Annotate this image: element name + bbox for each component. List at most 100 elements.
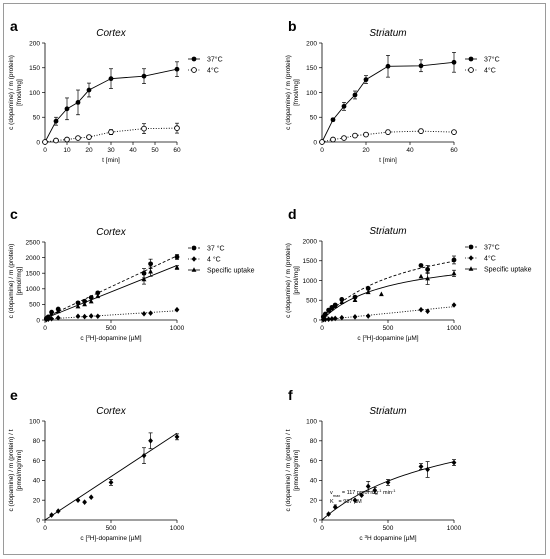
x-tick-label: 60 [450, 147, 458, 154]
panel-letter: e [10, 387, 18, 403]
data-point [365, 286, 371, 291]
data-point [418, 263, 424, 268]
data-point [53, 137, 59, 144]
data-point [332, 303, 338, 308]
data-point [341, 103, 347, 109]
legend-label: 37°C [207, 55, 223, 63]
data-point [329, 305, 335, 311]
y-tick-label: 100 [306, 418, 317, 425]
x-axis-label-part: H]-dopamine [µM] [367, 335, 419, 342]
data-point [418, 273, 424, 279]
x-tick-label: 0 [43, 147, 47, 154]
data-point [88, 494, 94, 501]
data-point [352, 297, 358, 303]
x-tick-label: 500 [383, 525, 394, 532]
data-point [352, 132, 358, 139]
data-point [55, 308, 61, 314]
data-point [174, 306, 180, 313]
data-point [49, 315, 54, 322]
y-axis-label-unit: [pmol/mg] [293, 266, 300, 295]
legend-marker [191, 56, 197, 62]
y-tick-label: 60 [310, 458, 318, 465]
data-point [49, 310, 54, 316]
data-point [141, 73, 147, 79]
legend-marker [191, 245, 197, 251]
data-point [341, 135, 347, 141]
x-tick-label: 500 [106, 525, 117, 532]
series-line [321, 260, 455, 321]
kinetics-annotation-part: min [382, 490, 392, 496]
data-point [418, 63, 424, 69]
y-tick-label: 50 [33, 115, 41, 122]
panel-letter: a [10, 18, 18, 34]
x-axis-label: c [3H]-dopamine [µM] [80, 534, 141, 543]
kinetics-annotation-part: v [330, 490, 333, 496]
series-f-0 [321, 459, 457, 521]
y-tick-label: 150 [306, 65, 317, 72]
x-tick-label: 20 [362, 147, 370, 154]
data-point [64, 136, 70, 143]
legend-label: Specific uptake [484, 266, 532, 273]
y-tick-label: 0 [313, 317, 317, 324]
y-tick-label: 80 [33, 438, 41, 445]
panel-b: b Striatum 0 50 100 150 200 0 20 40 60 t [min] c (do… [285, 18, 500, 164]
y-tick-label: 100 [29, 418, 40, 425]
data-point [86, 87, 92, 93]
x-tick-label: 1000 [170, 525, 185, 532]
series-line [44, 255, 178, 319]
legend-label: 37°C [484, 55, 500, 63]
x-tick-label: 0 [320, 325, 324, 332]
y-tick-label: 200 [29, 40, 40, 47]
data-point [339, 299, 345, 305]
data-point [365, 313, 371, 319]
x-axis-label: t [min] [102, 157, 120, 164]
y-tick-label: 1500 [26, 271, 41, 278]
data-point [330, 136, 336, 143]
data-point [451, 270, 457, 276]
x-axis-label: t [min] [379, 157, 397, 164]
data-point [329, 316, 335, 322]
x-tick-label: 40 [406, 147, 414, 154]
data-point [326, 511, 331, 517]
y-tick-label: 200 [306, 40, 317, 47]
series-c-1 [43, 306, 180, 323]
legend-marker [468, 255, 474, 261]
legend-marker [468, 244, 474, 250]
data-point [88, 295, 94, 300]
y-tick-label: 500 [306, 298, 317, 305]
data-point [148, 438, 153, 444]
data-point [141, 125, 147, 132]
kinetics-annotation-part: max [333, 493, 341, 498]
y-axis-label-unit: [pmol/mg] [16, 267, 23, 296]
data-point [418, 128, 424, 134]
data-point [418, 463, 424, 470]
kinetics-annotation-part: -1 [392, 488, 396, 493]
data-point [352, 314, 358, 320]
data-point [385, 129, 391, 135]
data-point [174, 254, 180, 260]
data-point [141, 270, 147, 276]
x-axis-label-part: c [ [80, 335, 87, 342]
legend-marker [468, 266, 474, 271]
data-point [174, 125, 180, 131]
series-b-0 [319, 52, 457, 145]
data-point [339, 314, 345, 321]
y-tick-label: 0 [36, 317, 40, 324]
y-tick-label: 40 [33, 478, 41, 485]
data-point [425, 267, 430, 272]
y-tick-label: 60 [33, 458, 41, 465]
y-axis-label: c (dopamine) / m (protein) / t [8, 429, 15, 511]
y-axis-label: c (dopamine) / m (protein) [285, 243, 292, 318]
x-tick-label: 1000 [447, 325, 462, 332]
data-point [82, 499, 87, 505]
y-axis-label-unit: [pmol/mg/min] [293, 450, 300, 491]
data-point [95, 290, 101, 296]
panel-c: c Cortex 0 500 1000 1500 2000 2500 0 500 1000 c [3H… [8, 206, 255, 342]
y-tick-label: 0 [36, 139, 40, 146]
y-axis-label: c (dopamine) / m (protein) [8, 244, 15, 319]
legend-label: 4 °C [207, 255, 221, 263]
y-tick-label: 0 [36, 517, 40, 524]
y-tick-label: 2000 [26, 255, 41, 262]
y-tick-label: 500 [29, 302, 40, 309]
